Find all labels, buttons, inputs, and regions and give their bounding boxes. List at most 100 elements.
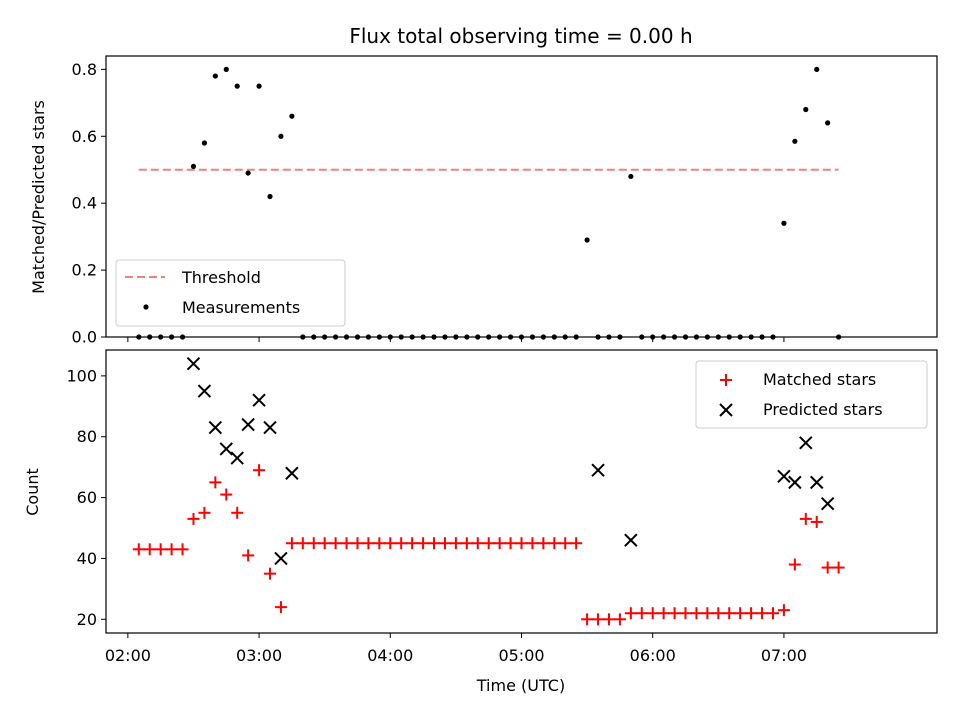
predicted-legend-swatch — [719, 403, 733, 417]
matched-star-point — [417, 537, 430, 550]
y-tick-label: 0.2 — [72, 261, 97, 280]
matched-star-point — [679, 607, 692, 620]
matched-star-point — [296, 537, 309, 550]
matched-star-point — [701, 607, 714, 620]
matched-legend-label: Matched stars — [763, 370, 876, 389]
top-y-ticks: 0.0 0.2 0.4 0.6 0.8 — [72, 60, 106, 347]
measurement-point — [212, 73, 218, 79]
matched-star-point — [438, 537, 451, 550]
predicted-star-point — [197, 384, 212, 398]
matched-star-point — [176, 543, 189, 556]
matched-star-point — [395, 537, 408, 550]
matched-star-point — [810, 515, 823, 528]
predicted-star-point — [263, 420, 277, 435]
matched-star-point — [274, 601, 287, 614]
matched-star-point — [253, 464, 266, 477]
bottom-plot-area — [132, 356, 845, 626]
bottom-chart-panel: 20 40 60 80 100 02:00 03:00 04:00 05:00 06:00 07:… — [23, 349, 938, 695]
top-legend-box — [115, 259, 346, 327]
x-tick-label: 05:00 — [498, 646, 544, 665]
measurement-point — [201, 140, 208, 146]
predicted-star-point — [219, 442, 233, 456]
measurement-point — [190, 163, 197, 169]
matched-star-point — [318, 537, 331, 550]
predicted-legend-label: Predicted stars — [763, 400, 883, 419]
measurement-point — [825, 120, 831, 126]
matched-star-point — [734, 607, 747, 620]
matched-legend-swatch — [720, 374, 732, 386]
measurement-point — [234, 83, 240, 89]
predicted-star-point — [186, 356, 201, 371]
matched-star-point — [745, 607, 758, 620]
matched-star-point — [231, 506, 244, 519]
measurement-point — [803, 106, 809, 113]
matched-star-point — [799, 512, 812, 525]
matched-star-point — [329, 537, 342, 550]
matched-star-point — [613, 613, 626, 626]
matched-star-point — [635, 607, 648, 620]
chart-title: Flux total observing time = 0.00 h — [349, 24, 692, 48]
x-tick-label: 04:00 — [367, 646, 413, 665]
measurement-point — [278, 133, 284, 139]
matched-star-point — [646, 607, 659, 620]
top-x-ticks — [127, 337, 785, 342]
matched-star-point — [766, 607, 779, 620]
predicted-star-point — [820, 496, 835, 511]
matched-star-point — [624, 607, 637, 620]
top-plot-area — [136, 66, 842, 340]
matched-star-point — [602, 613, 615, 626]
matched-star-point — [723, 607, 736, 620]
predicted-star-point — [274, 551, 288, 566]
matched-star-point — [362, 537, 375, 550]
measurement-point — [628, 173, 634, 180]
measurement-point — [223, 66, 229, 72]
top-chart-panel: 0.00.20.40.60.8 Matched/Predicted stars … — [29, 55, 938, 347]
matched-star-point — [756, 607, 769, 620]
y-tick-label: 60 — [77, 488, 97, 507]
bottom-legend: Matched stars Predicted stars — [695, 360, 928, 429]
matched-star-point — [537, 537, 550, 550]
predicted-star-point — [230, 451, 244, 465]
matched-star-point — [307, 537, 320, 550]
predicted-star-point — [252, 393, 266, 407]
measurements-legend-swatch — [143, 304, 149, 310]
matched-star-point — [198, 506, 211, 519]
matched-star-point — [690, 607, 703, 620]
measurement-point — [289, 113, 295, 119]
y-tick-label: 20 — [77, 610, 97, 629]
matched-star-point — [548, 537, 561, 550]
matched-star-point — [209, 476, 222, 489]
predicted-star-point — [208, 420, 223, 435]
measurement-point — [584, 237, 590, 243]
y-tick-label: 40 — [77, 549, 97, 568]
matched-star-point — [460, 537, 473, 550]
bottom-x-ticks: 02:00 03:00 04:00 05:00 06:00 07:00 — [105, 633, 807, 665]
top-legend: Threshold Measurements — [115, 259, 346, 327]
matched-star-point — [559, 537, 572, 550]
measurement-point — [256, 83, 262, 89]
matched-star-point — [165, 543, 178, 556]
matched-star-point — [132, 543, 145, 556]
y-tick-label: 0.8 — [72, 60, 97, 79]
measurement-point — [781, 220, 787, 226]
measurement-point — [245, 170, 251, 176]
predicted-star-point — [810, 475, 824, 490]
predicted-star-point — [799, 436, 813, 450]
matched-star-point — [242, 549, 255, 562]
matched-star-point — [373, 537, 386, 550]
x-tick-label: 03:00 — [236, 646, 282, 665]
matched-star-point — [570, 537, 583, 550]
measurement-point — [814, 66, 820, 72]
matched-star-point — [264, 567, 277, 580]
matched-star-point — [657, 607, 670, 620]
measurements-legend-label: Measurements — [182, 298, 300, 317]
measurement-point — [267, 193, 273, 200]
y-tick-label: 0.4 — [72, 194, 97, 213]
matched-star-point — [832, 561, 845, 574]
predicted-star-point — [624, 533, 638, 547]
matched-star-point — [143, 543, 156, 556]
predicted-star-point — [285, 466, 299, 480]
matched-star-point — [340, 537, 353, 550]
y-tick-label: 0.0 — [72, 328, 97, 347]
x-tick-label: 06:00 — [630, 646, 676, 665]
